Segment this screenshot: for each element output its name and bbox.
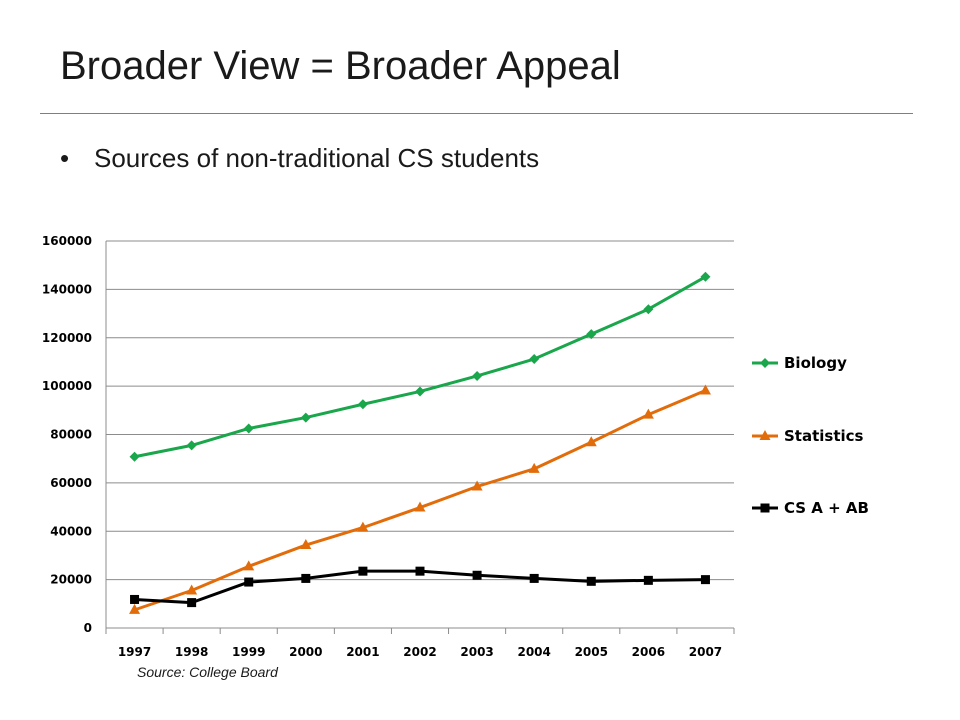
y-tick-label: 80000 — [50, 428, 92, 442]
y-tick-label: 100000 — [42, 379, 92, 393]
y-tick-label: 20000 — [50, 573, 92, 587]
data-point-cs-a-ab — [415, 566, 425, 576]
data-point-statistics — [699, 384, 711, 395]
y-tick-label: 120000 — [42, 331, 92, 345]
x-tick-label: 2001 — [346, 645, 379, 659]
data-point-cs-a-ab — [301, 573, 311, 583]
x-tick-label: 2007 — [689, 645, 722, 659]
data-point-statistics — [243, 560, 255, 571]
legend-marker-cs-a-ab — [760, 503, 770, 513]
x-tick-label: 2004 — [517, 645, 550, 659]
data-point-biology — [300, 412, 311, 423]
data-point-statistics — [414, 501, 426, 512]
y-tick-label: 40000 — [50, 524, 92, 538]
data-point-statistics — [300, 539, 312, 550]
legend-marker-statistics — [759, 430, 771, 440]
x-tick-label: 1997 — [118, 645, 151, 659]
title-divider — [40, 113, 913, 114]
data-point-cs-a-ab — [130, 594, 140, 604]
data-point-cs-a-ab — [472, 570, 482, 580]
legend-label-biology: Biology — [784, 354, 847, 372]
y-tick-label: 0 — [84, 621, 92, 635]
x-tick-label: 2002 — [403, 645, 436, 659]
x-tick-label: 2000 — [289, 645, 322, 659]
legend-marker-biology — [760, 358, 770, 368]
data-point-statistics — [642, 408, 654, 419]
data-point-cs-a-ab — [187, 598, 197, 608]
data-point-statistics — [528, 462, 540, 473]
data-point-biology — [643, 304, 654, 315]
data-point-biology — [586, 329, 597, 340]
data-point-biology — [357, 399, 368, 410]
data-point-biology — [529, 354, 540, 365]
bullet-item: • Sources of non-traditional CS students — [60, 143, 539, 174]
series-line-statistics — [134, 389, 707, 612]
x-tick-label: 2006 — [632, 645, 665, 659]
data-point-cs-a-ab — [358, 566, 368, 576]
data-point-biology — [472, 370, 483, 381]
x-tick-label: 1999 — [232, 645, 265, 659]
source-note: Source: College Board — [137, 664, 278, 680]
y-tick-label: 160000 — [42, 234, 92, 248]
data-point-cs-a-ab — [586, 576, 596, 586]
data-point-statistics — [186, 584, 198, 595]
y-tick-label: 60000 — [50, 476, 92, 490]
data-point-statistics — [471, 480, 483, 491]
data-point-biology — [243, 423, 254, 434]
data-point-biology — [700, 271, 711, 282]
slide-title: Broader View = Broader Appeal — [60, 44, 621, 88]
data-point-cs-a-ab — [700, 575, 710, 585]
data-point-biology — [129, 451, 140, 462]
x-tick-label: 2003 — [460, 645, 493, 659]
y-tick-label: 140000 — [42, 282, 92, 296]
data-point-statistics — [585, 436, 597, 447]
data-point-biology — [415, 386, 425, 397]
series-line-cs-a-ab — [134, 569, 706, 605]
x-tick-label: 1998 — [175, 645, 208, 659]
bullet-text: Sources of non-traditional CS students — [94, 143, 540, 173]
data-point-cs-a-ab — [529, 573, 539, 583]
data-point-statistics — [129, 603, 141, 614]
data-point-statistics — [357, 521, 369, 532]
bullet-marker: • — [60, 143, 70, 173]
data-point-cs-a-ab — [244, 577, 254, 587]
data-point-biology — [186, 440, 197, 451]
legend-label-statistics: Statistics — [784, 427, 864, 445]
x-tick-label: 2005 — [575, 645, 608, 659]
legend-label-cs-a-ab: CS A + AB — [784, 499, 869, 517]
data-point-cs-a-ab — [643, 575, 653, 585]
